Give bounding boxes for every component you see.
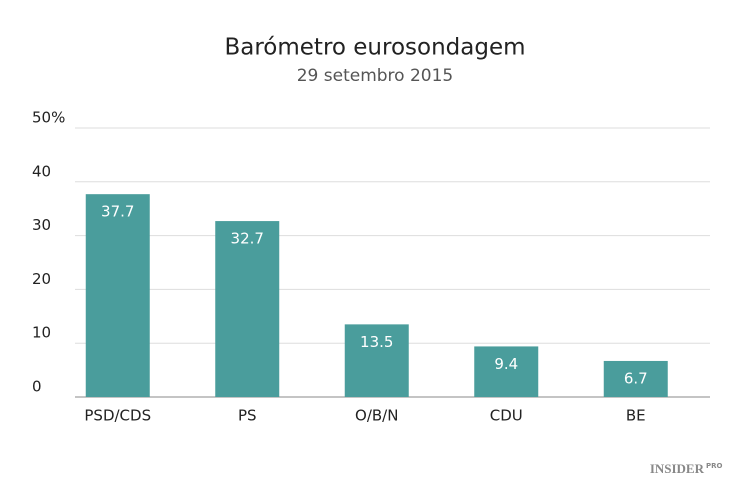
footer-badge: PRO (706, 462, 723, 470)
data-label: 32.7 (231, 230, 264, 248)
y-tick-label: 0 (32, 378, 42, 396)
data-label: 13.5 (360, 333, 393, 351)
y-tick-label: 30 (32, 216, 51, 234)
x-tick-label: PSD/CDS (84, 407, 151, 425)
bar (474, 346, 539, 397)
x-tick-label: BE (626, 407, 646, 425)
x-tick-label: PS (238, 407, 257, 425)
y-tick-label: 40 (32, 162, 51, 180)
bar (85, 194, 150, 397)
chart-title: Barómetro eurosondagem (224, 35, 525, 61)
bar (344, 324, 409, 397)
y-tick-label: 50% (32, 109, 65, 127)
bar (215, 221, 280, 397)
data-label: 6.7 (624, 369, 648, 387)
chart-subtitle: 29 setembro 2015 (297, 66, 454, 86)
x-tick-label: CDU (490, 407, 523, 425)
y-tick-label: 20 (32, 270, 51, 288)
bar (603, 360, 668, 397)
y-tick-label: 10 (32, 324, 51, 342)
data-label: 37.7 (101, 203, 134, 221)
data-label: 9.4 (494, 355, 518, 373)
x-tick-label: O/B/N (355, 407, 398, 425)
footer-logo: INSIDER (650, 461, 705, 476)
